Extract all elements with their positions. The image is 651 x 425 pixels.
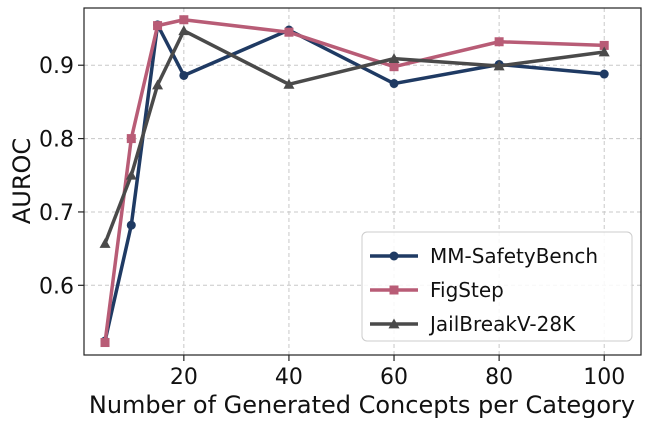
legend-entry-mm-safetybench: MM-SafetyBench <box>370 244 598 268</box>
x-tick-label: 60 <box>380 365 408 390</box>
y-tick-label: 0.6 <box>39 274 74 299</box>
legend-label: JailBreakV-28K <box>428 312 576 336</box>
data-point-figstep <box>284 27 294 37</box>
data-point-figstep <box>100 338 110 348</box>
data-point-jailbreakv-28k <box>178 25 190 36</box>
data-point-figstep <box>179 15 189 25</box>
x-tick-label: 40 <box>275 365 303 390</box>
legend-swatch-marker <box>389 251 399 261</box>
series-line-mm-safetybench <box>103 23 605 342</box>
data-point-jailbreakv-28k <box>99 237 111 248</box>
x-tick-label: 20 <box>170 365 198 390</box>
legend-box <box>361 231 633 342</box>
legend-swatch-marker <box>389 285 399 295</box>
x-tick-label: 80 <box>485 365 513 390</box>
data-point-figstep <box>599 40 609 50</box>
y-tick-label: 0.9 <box>39 54 74 79</box>
data-point-jailbreakv-28k <box>493 60 505 71</box>
series-line-jailbreakv-28k <box>103 28 605 245</box>
data-point-figstep <box>494 37 504 47</box>
series-layer <box>99 15 610 348</box>
legend-entry-jailbreakv-28k: JailBreakV-28K <box>370 312 576 336</box>
y-tick-label: 0.7 <box>39 201 74 226</box>
x-axis-label: Number of Generated Concepts per Categor… <box>89 391 635 419</box>
data-point-jailbreakv-28k <box>283 78 295 89</box>
data-point-mm-safetybench <box>389 79 399 89</box>
y-axis-label: AUROC <box>8 138 36 224</box>
data-point-jailbreakv-28k <box>388 53 400 64</box>
data-point-mm-safetybench <box>126 220 136 230</box>
y-axis: 0.6 0.7 0.8 0.9 <box>39 54 84 299</box>
data-point-jailbreakv-28k <box>125 169 137 180</box>
legend-entry-figstep: FigStep <box>370 278 504 302</box>
legend: MM-SafetyBench FigStep JailBreakV-28K <box>361 231 633 342</box>
x-axis: 20 40 60 80 100 <box>170 355 625 390</box>
plot-frame <box>83 7 642 356</box>
series-line-figstep <box>103 17 605 343</box>
data-point-jailbreakv-28k <box>598 46 610 57</box>
series-jailbreakv-28k <box>99 25 610 248</box>
x-tick-label: 100 <box>583 365 625 390</box>
legend-swatch-marker <box>388 318 400 329</box>
y-tick-label: 0.8 <box>39 128 74 153</box>
data-point-mm-safetybench <box>179 70 189 80</box>
data-point-jailbreakv-28k <box>152 79 164 90</box>
legend-label: MM-SafetyBench <box>430 244 598 268</box>
data-point-figstep <box>126 134 136 144</box>
legend-label: FigStep <box>430 278 504 302</box>
data-point-figstep <box>153 21 163 31</box>
series-figstep <box>100 15 609 348</box>
data-point-mm-safetybench <box>599 69 609 79</box>
data-point-figstep <box>389 62 399 72</box>
